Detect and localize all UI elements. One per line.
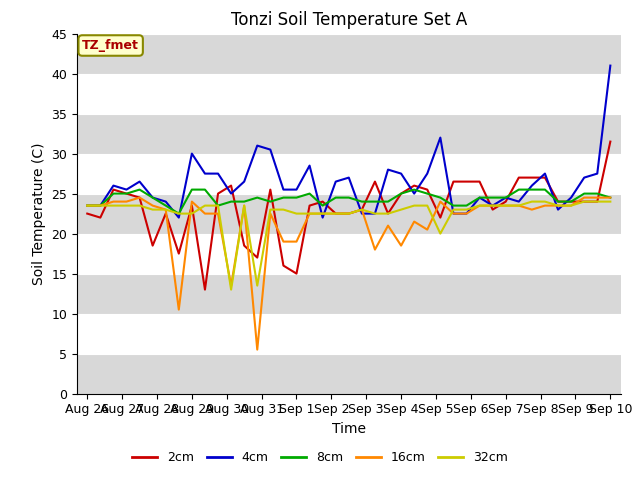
Y-axis label: Soil Temperature (C): Soil Temperature (C) [31,143,45,285]
Text: TZ_fmet: TZ_fmet [82,39,139,52]
Bar [77,354,621,394]
Bar [77,274,621,313]
Bar [77,193,621,234]
Title: Tonzi Soil Temperature Set A: Tonzi Soil Temperature Set A [230,11,467,29]
Bar [77,114,621,154]
Legend: 2cm, 4cm, 8cm, 16cm, 32cm: 2cm, 4cm, 8cm, 16cm, 32cm [127,446,513,469]
X-axis label: Time: Time [332,422,366,436]
Bar [77,34,621,73]
